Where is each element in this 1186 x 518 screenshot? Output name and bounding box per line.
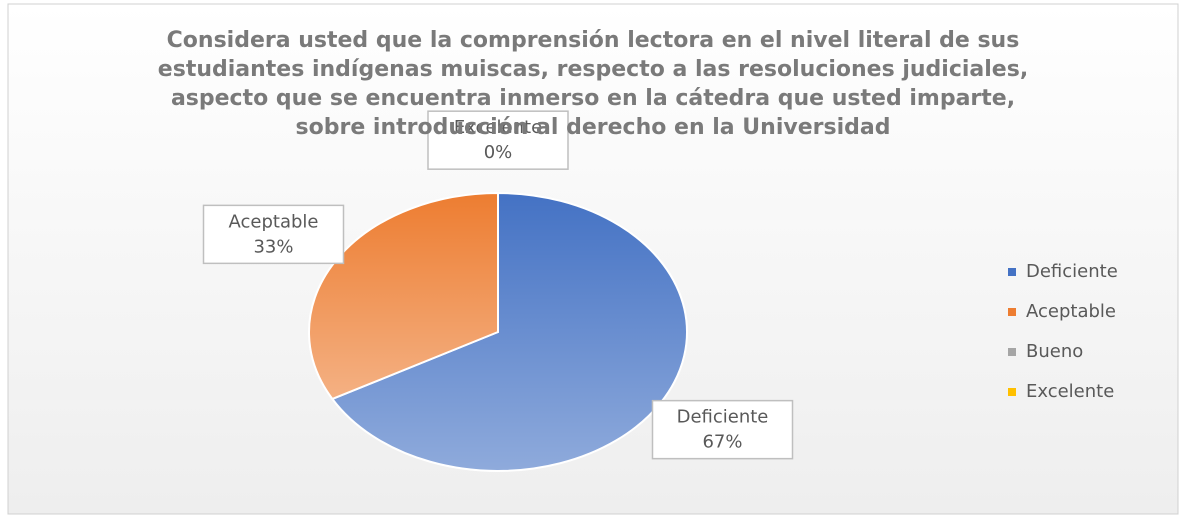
slice-shading (332, 193, 687, 471)
data-label-value: 33% (253, 236, 293, 257)
data-label-category: Excelente (454, 117, 542, 138)
legend-swatch (1008, 388, 1016, 396)
legend-swatch (1008, 348, 1016, 356)
data-label-value: 0% (484, 142, 513, 163)
legend-swatch (1008, 268, 1016, 276)
legend-label: Aceptable (1026, 301, 1116, 322)
legend-swatch (1008, 308, 1016, 316)
slice-shading (309, 193, 498, 399)
data-label-value: 67% (702, 432, 742, 453)
data-label-box (202, 204, 345, 265)
data-label-box (427, 110, 569, 170)
legend-label: Bueno (1026, 341, 1083, 362)
legend-label: Excelente (1026, 381, 1114, 402)
data-label-box (651, 399, 794, 460)
legend-label: Deficiente (1026, 261, 1118, 282)
chart-title: Considera usted que la comprensión lecto… (157, 28, 1029, 140)
data-label-category: Aceptable (229, 211, 319, 232)
data-label-category: Deficiente (677, 407, 769, 428)
